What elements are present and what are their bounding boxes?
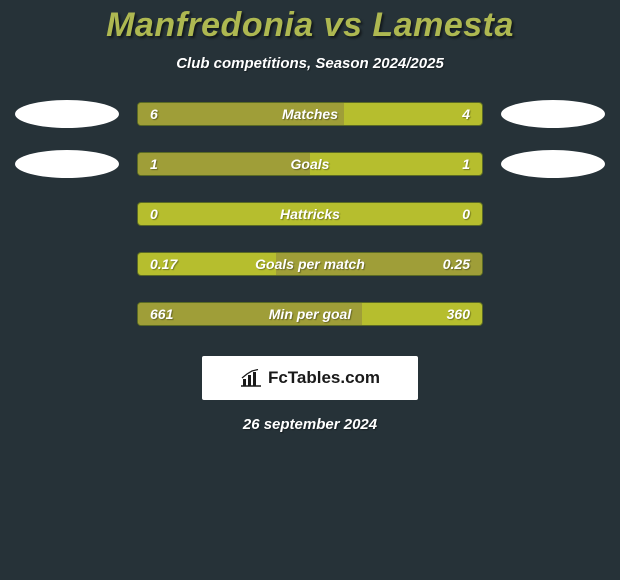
player-ellipse-left xyxy=(15,150,119,178)
stat-fill xyxy=(138,153,310,175)
stat-value-right: 0.25 xyxy=(443,256,470,272)
page-title: Manfredonia vs Lamesta xyxy=(106,6,514,45)
date-label: 26 september 2024 xyxy=(243,416,377,433)
stat-row: 0.17 Goals per match 0.25 xyxy=(0,250,620,278)
stat-row: 1 Goals 1 xyxy=(0,150,620,178)
logo-text: FcTables.com xyxy=(268,368,380,388)
stat-value-left: 0 xyxy=(150,206,158,222)
player-ellipse-left xyxy=(15,100,119,128)
stat-value-left: 661 xyxy=(150,306,173,322)
stat-value-right: 4 xyxy=(462,106,470,122)
stat-bar: 0 Hattricks 0 xyxy=(137,202,483,226)
stat-row: 6 Matches 4 xyxy=(0,100,620,128)
stat-value-left: 6 xyxy=(150,106,158,122)
ellipse-placeholder xyxy=(15,300,119,328)
bar-chart-icon xyxy=(240,369,262,387)
stat-value-right: 0 xyxy=(462,206,470,222)
stat-bar: 661 Min per goal 360 xyxy=(137,302,483,326)
ellipse-placeholder xyxy=(501,300,605,328)
ellipse-placeholder xyxy=(501,250,605,278)
stat-row: 0 Hattricks 0 xyxy=(0,200,620,228)
stat-label: Min per goal xyxy=(269,306,351,322)
stat-label: Goals xyxy=(291,156,330,172)
stat-value-left: 1 xyxy=(150,156,158,172)
ellipse-placeholder xyxy=(15,250,119,278)
player-ellipse-right xyxy=(501,150,605,178)
player-ellipse-right xyxy=(501,100,605,128)
logo-box[interactable]: FcTables.com xyxy=(202,356,418,400)
ellipse-placeholder xyxy=(15,200,119,228)
stat-row: 661 Min per goal 360 xyxy=(0,300,620,328)
stat-bar: 6 Matches 4 xyxy=(137,102,483,126)
stat-value-left: 0.17 xyxy=(150,256,177,272)
stat-bar: 1 Goals 1 xyxy=(137,152,483,176)
stat-value-right: 1 xyxy=(462,156,470,172)
stat-bar: 0.17 Goals per match 0.25 xyxy=(137,252,483,276)
stats-rows: 6 Matches 4 1 Goals 1 0 Hattricks 0 0.17 Goals per… xyxy=(0,100,620,328)
stat-label: Matches xyxy=(282,106,338,122)
stat-label: Goals per match xyxy=(255,256,365,272)
stat-value-right: 360 xyxy=(447,306,470,322)
stat-label: Hattricks xyxy=(280,206,340,222)
comparison-widget: Manfredonia vs Lamesta Club competitions… xyxy=(0,0,620,433)
page-subtitle: Club competitions, Season 2024/2025 xyxy=(176,55,444,72)
ellipse-placeholder xyxy=(501,200,605,228)
